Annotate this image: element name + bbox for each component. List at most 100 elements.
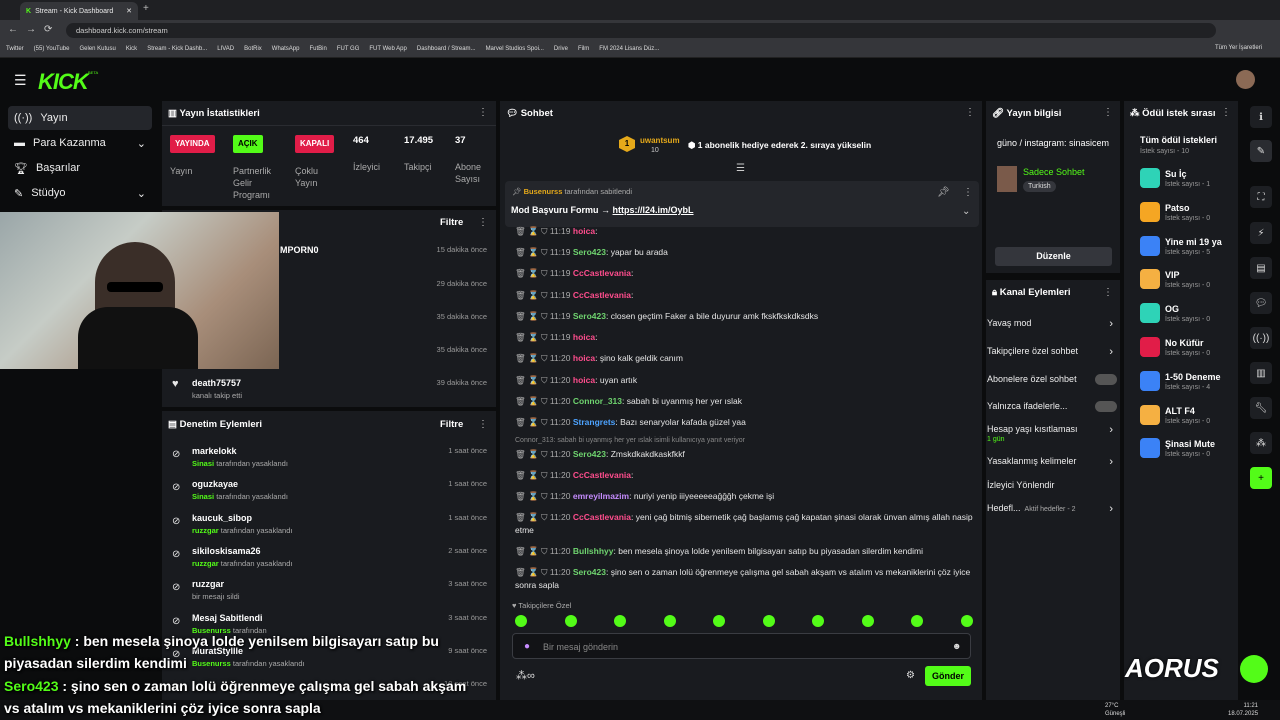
emote-icon[interactable] xyxy=(861,615,874,627)
chat-username[interactable]: hoica xyxy=(572,226,596,236)
channel-action-item[interactable]: Hedefl... Aktif hedefler - 2 › xyxy=(987,503,1113,515)
emote-icon[interactable] xyxy=(911,615,923,627)
all-bookmarks[interactable]: Tüm Yer İşaretleri xyxy=(1215,45,1263,51)
bookmark-item[interactable]: LIVAD xyxy=(217,46,235,52)
bookmark-item[interactable]: Drive xyxy=(553,46,568,52)
all-rewards-link[interactable]: Tüm ödül istekleri xyxy=(1140,135,1218,145)
more-icon[interactable]: ⋮ xyxy=(478,107,488,118)
emote-icon[interactable] xyxy=(762,615,775,627)
wrench-icon[interactable]: 🔧︎ xyxy=(1250,397,1272,419)
moderation-target[interactable]: oguzkayae xyxy=(192,479,239,490)
moderation-target[interactable]: Mesaj Sabitlendi xyxy=(192,612,263,623)
chat-icon[interactable]: 💬︎ xyxy=(1250,292,1272,314)
kick-logo[interactable]: KICK xyxy=(38,69,89,94)
document-icon[interactable]: ▤ xyxy=(1250,257,1272,279)
moderation-filter[interactable]: Filtre xyxy=(440,419,464,430)
moderation-target[interactable]: sikiloskisama26 xyxy=(192,545,261,556)
channel-action-item[interactable]: Takipçilere özel sohbet › xyxy=(987,346,1113,358)
browser-tab[interactable]: K Stream - Kick Dashboard ✕ xyxy=(20,2,138,20)
delete-icon[interactable]: 🗑︎ ⌛ xyxy=(515,470,542,480)
delete-icon[interactable]: 🗑︎ ⌛ xyxy=(515,226,542,236)
bookmark-item[interactable]: FM 2024 Lisans Düz... xyxy=(599,46,660,52)
chat-username[interactable]: Connor_313 xyxy=(572,396,622,406)
layout-icon[interactable]: ▥ xyxy=(1250,362,1272,384)
delete-icon[interactable]: 🗑︎ ⌛ xyxy=(515,512,542,522)
delete-icon[interactable]: 🗑︎ ⌛ xyxy=(515,332,542,342)
kicks-icon[interactable]: ⁂∞ xyxy=(516,670,535,682)
emoji-icon[interactable]: ☻ xyxy=(952,641,962,651)
emote-icon[interactable] xyxy=(713,615,725,627)
more-icon[interactable]: ⋮ xyxy=(1103,287,1113,298)
chat-username[interactable]: CcCastlevania xyxy=(572,268,631,278)
avatar[interactable] xyxy=(1236,70,1255,89)
bookmark-item[interactable]: Gelen Kutusu xyxy=(79,46,116,52)
sidebar-item-studyo[interactable]: ✎ Stüdyo ⌄ xyxy=(14,187,146,200)
toggle-switch[interactable] xyxy=(1095,401,1117,412)
delete-icon[interactable]: 🗑︎ ⌛ xyxy=(515,353,542,363)
bookmark-item[interactable]: Kick xyxy=(125,46,138,52)
chat-username[interactable]: Sero423 xyxy=(572,567,606,577)
bookmark-item[interactable]: Marvel Studios Spoi... xyxy=(485,46,544,52)
more-icon[interactable]: ⋮ xyxy=(1103,107,1113,118)
moderator-name[interactable]: ruzzgar xyxy=(192,525,219,535)
bookmark-item[interactable]: BotRix xyxy=(244,46,262,52)
channel-action-item[interactable]: Yasaklanmış kelimeler › xyxy=(987,456,1113,468)
delete-icon[interactable]: 🗑︎ ⌛ xyxy=(515,311,542,321)
moderator-name[interactable]: Busenurss xyxy=(192,625,231,635)
moderator-name[interactable]: ruzzgar xyxy=(192,558,219,568)
new-tab-icon[interactable]: + xyxy=(143,3,149,14)
moderation-target[interactable]: kaucuk_sibop xyxy=(192,512,253,523)
delete-icon[interactable]: 🗑︎ ⌛ xyxy=(515,449,542,459)
bookmark-item[interactable]: Film xyxy=(577,46,590,52)
settings-gear-icon[interactable]: ⚙ xyxy=(906,670,915,681)
channel-action-item[interactable]: İzleyici Yönlendir xyxy=(987,480,1055,490)
hamburger-menu-icon[interactable]: ☰ xyxy=(14,72,27,88)
gifter-name[interactable]: uwantsum xyxy=(640,136,680,145)
info-icon[interactable]: ℹ xyxy=(1250,106,1272,128)
nav-buttons[interactable]: ←→⟳ xyxy=(8,24,61,35)
moderation-target[interactable]: ruzzgar xyxy=(192,579,225,590)
delete-icon[interactable]: 🗑︎ ⌛ xyxy=(515,417,542,427)
more-icon[interactable]: ⋮ xyxy=(965,107,975,118)
delete-icon[interactable]: 🗑︎ ⌛ xyxy=(515,268,542,278)
emote-icon[interactable] xyxy=(515,615,527,627)
channel-action-item[interactable]: Yavaş mod › xyxy=(987,318,1113,330)
edit-pen-icon[interactable]: ✎ xyxy=(1250,140,1272,162)
broadcast-icon[interactable]: ((·)) xyxy=(1250,327,1272,349)
delete-icon[interactable]: 🗑︎ ⌛ xyxy=(515,290,542,300)
edit-button[interactable]: Düzenle xyxy=(995,247,1112,266)
bookmark-item[interactable]: Stream - Kick Dashb... xyxy=(147,46,208,52)
activity-filter[interactable]: Filtre xyxy=(440,217,464,228)
microphone-icon[interactable]: ● xyxy=(524,641,531,652)
chat-username[interactable]: CcCastlevania xyxy=(572,470,631,480)
bookmark-item[interactable]: FUT Web App xyxy=(369,46,407,52)
sidebar-item-yayin[interactable]: ((·)) Yayın xyxy=(8,106,152,130)
pin-icon[interactable]: 📌︎ xyxy=(937,187,950,198)
chevron-down-icon[interactable]: ⌄ xyxy=(962,206,971,217)
bookmark-item[interactable]: FutBin xyxy=(309,46,327,52)
bookmark-item[interactable]: FUT GG xyxy=(336,46,360,52)
more-icon[interactable]: ⋮ xyxy=(478,217,488,228)
moderation-target[interactable]: markelokk xyxy=(192,446,237,456)
chat-username[interactable]: CcCastlevania xyxy=(572,512,631,522)
chat-username[interactable]: Sero423 xyxy=(572,247,606,257)
bookmark-item[interactable]: (55) YouTube xyxy=(33,46,70,52)
moderation-target[interactable]: MuratStyllle xyxy=(192,645,244,656)
moderator-name[interactable]: Busenurss xyxy=(192,658,231,668)
chat-username[interactable]: CcCastlevania xyxy=(572,290,631,300)
collapse-icon[interactable]: ☰ xyxy=(736,163,745,174)
chat-username[interactable]: hoica xyxy=(572,332,596,342)
chat-input[interactable] xyxy=(512,633,971,659)
delete-icon[interactable]: 🗑︎ ⌛ xyxy=(515,567,542,577)
url-field[interactable]: dashboard.kick.com/stream xyxy=(66,23,1216,38)
chat-username[interactable]: Bullshhyy xyxy=(572,546,614,556)
emote-icon[interactable] xyxy=(614,615,626,627)
chat-username[interactable]: Sero423 xyxy=(572,449,606,459)
delete-icon[interactable]: 🗑︎ ⌛ xyxy=(515,546,542,556)
emote-icon[interactable] xyxy=(663,615,676,627)
weather-widget[interactable]: 27°C Güneşli xyxy=(1105,703,1126,717)
moderator-name[interactable]: Sinasi xyxy=(192,492,215,502)
delete-icon[interactable]: 🗑︎ ⌛ xyxy=(515,491,542,501)
channel-action-item[interactable]: Abonelere özel sohbet xyxy=(987,374,1117,385)
sidebar-item-basarilar[interactable]: 🏆︎ Başarılar xyxy=(14,162,80,175)
